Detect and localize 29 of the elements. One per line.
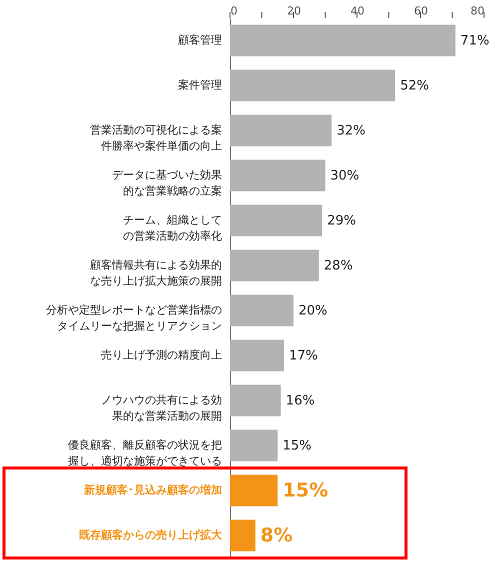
data-label: 16% [286,394,315,408]
y-tick-label: データに基づいた効果的な営業戦略の立案 [112,168,222,198]
data-label: 28% [324,258,353,274]
y-tick-label: ノウハウの共有による効果的な営業活動の展開 [101,394,222,422]
x-tick-label: 20 [287,4,301,18]
x-tick-label: 80 [470,4,484,18]
y-tick-label: 売り上げ予測の精度向上 [101,348,222,362]
data-label: 52% [400,78,430,94]
y-tick-label: 顧客情報共有による効果的な売り上げ拡大施策の展開 [90,258,222,288]
data-label: 71% [460,34,490,48]
y-tick-label: 顧客管理 [178,34,222,46]
data-label: 30% [330,168,360,184]
x-tick-label: 0 [230,4,238,18]
data-label: 15% [282,438,312,454]
y-tick-label: 営業活動の可視化による案件勝率や案件単価の向上 [90,124,222,152]
data-label: 17% [288,348,318,364]
data-label: 20% [298,304,328,318]
data-label: 8% [260,524,293,546]
data-label: 29% [327,214,356,228]
y-tick-label: チーム、組織としての営業活動の効率化 [123,214,222,242]
y-tick-label: 優良顧客、離反顧客の状況を把握し、適切な施策ができている [68,438,222,468]
y-tick-label: 既存顧客からの売り上げ拡大 [79,528,223,542]
y-tick-label: 案件管理 [178,78,222,92]
x-tick-label: 60 [414,4,428,18]
y-tick-label: 新規顧客･見込み顧客の増加 [83,484,222,496]
x-tick-label: 40 [350,4,364,18]
y-tick-label: 分析や定型レポートなど営業指標のタイムリーな把握とリアクション [46,304,222,332]
data-label: 32% [336,124,366,138]
data-label: 15% [282,480,328,502]
